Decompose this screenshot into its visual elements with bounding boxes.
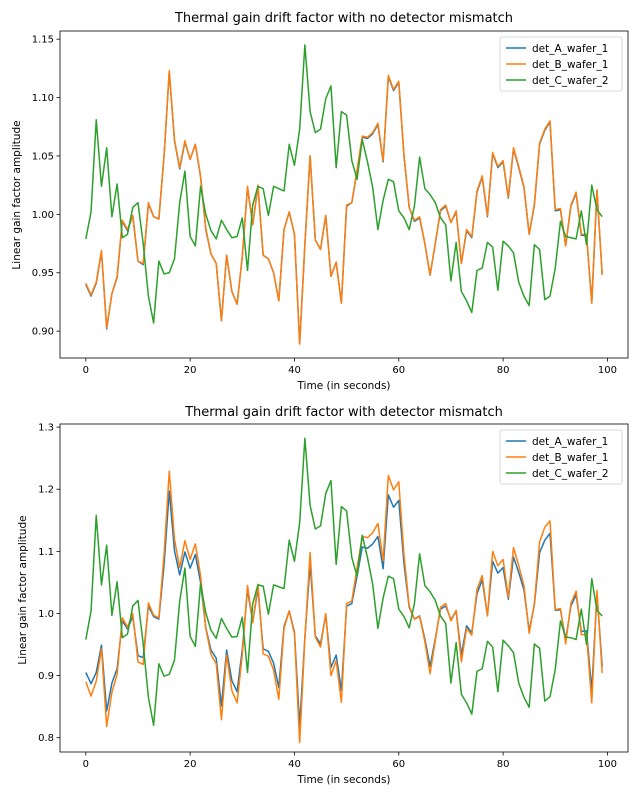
y-tick-label: 0.8 (38, 733, 54, 744)
x-tick-label: 60 (392, 759, 405, 770)
x-axis-ticks: 0 20 40 60 80 100 (83, 358, 617, 376)
x-axis-label: Time (in seconds) (296, 774, 390, 786)
x-tick-label: 100 (598, 365, 617, 376)
series-line-det_C_wafer_2 (85, 437, 603, 727)
plot-area-frame (59, 30, 629, 359)
y-tick-label: 1.00 (32, 210, 54, 221)
plot-area-frame (59, 423, 629, 753)
legend-label: det_C_wafer_2 (532, 75, 609, 87)
legend-label: det_B_wafer_1 (532, 59, 608, 71)
y-tick-label: 0.90 (32, 327, 54, 338)
y-tick-label: 0.95 (32, 268, 54, 279)
legend: det_A_wafer_1 det_B_wafer_1 det_C_wafer_2 (499, 36, 623, 92)
series-line-det_C_wafer_2 (85, 44, 603, 324)
legend-label: det_B_wafer_1 (532, 452, 608, 464)
series-lines (85, 44, 603, 345)
series-lines (85, 437, 603, 744)
y-tick-label: 0.9 (38, 671, 54, 682)
series-line-det_B_wafer_1 (85, 69, 603, 345)
x-tick-label: 80 (497, 759, 510, 770)
x-tick-label: 100 (598, 759, 617, 770)
x-tick-label: 80 (497, 365, 510, 376)
legend-label: det_A_wafer_1 (532, 436, 608, 448)
x-axis-label: Time (in seconds) (296, 380, 390, 392)
x-tick-label: 0 (83, 365, 89, 376)
legend-box (499, 36, 623, 92)
series-line-det_B_wafer_1 (85, 470, 603, 744)
chart-title: Thermal gain drift factor with detector … (184, 405, 503, 420)
legend-box (499, 429, 623, 485)
y-axis-label: Linear gain factor amplitude (17, 515, 29, 664)
y-tick-label: 1.10 (32, 93, 54, 104)
x-tick-label: 20 (184, 365, 197, 376)
y-tick-label: 1.15 (32, 35, 54, 46)
x-tick-label: 40 (288, 365, 301, 376)
y-axis-ticks: 0.8 0.9 1.0 1.1 1.2 1.3 (38, 423, 60, 744)
x-axis-ticks: 0 20 40 60 80 100 (83, 752, 617, 770)
x-tick-label: 40 (288, 759, 301, 770)
x-tick-label: 20 (184, 759, 197, 770)
y-axis-ticks: 0.90 0.95 1.00 1.05 1.10 1.15 (32, 35, 60, 338)
chart-title: Thermal gain drift factor with no detect… (174, 11, 513, 26)
legend: det_A_wafer_1 det_B_wafer_1 det_C_wafer_2 (499, 429, 623, 485)
y-tick-label: 1.3 (38, 423, 54, 434)
y-tick-label: 1.1 (38, 547, 54, 558)
top-chart-panel: Thermal gain drift factor with no detect… (11, 11, 629, 392)
y-tick-label: 1.05 (32, 151, 54, 162)
legend-label: det_C_wafer_2 (532, 468, 609, 480)
x-tick-label: 0 (83, 759, 89, 770)
y-tick-label: 1.2 (38, 485, 54, 496)
legend-label: det_A_wafer_1 (532, 43, 608, 55)
y-axis-label: Linear gain factor amplitude (11, 120, 23, 269)
x-tick-label: 60 (392, 365, 405, 376)
bottom-chart-panel: Thermal gain drift factor with detector … (17, 405, 629, 786)
y-tick-label: 1.0 (38, 609, 54, 620)
